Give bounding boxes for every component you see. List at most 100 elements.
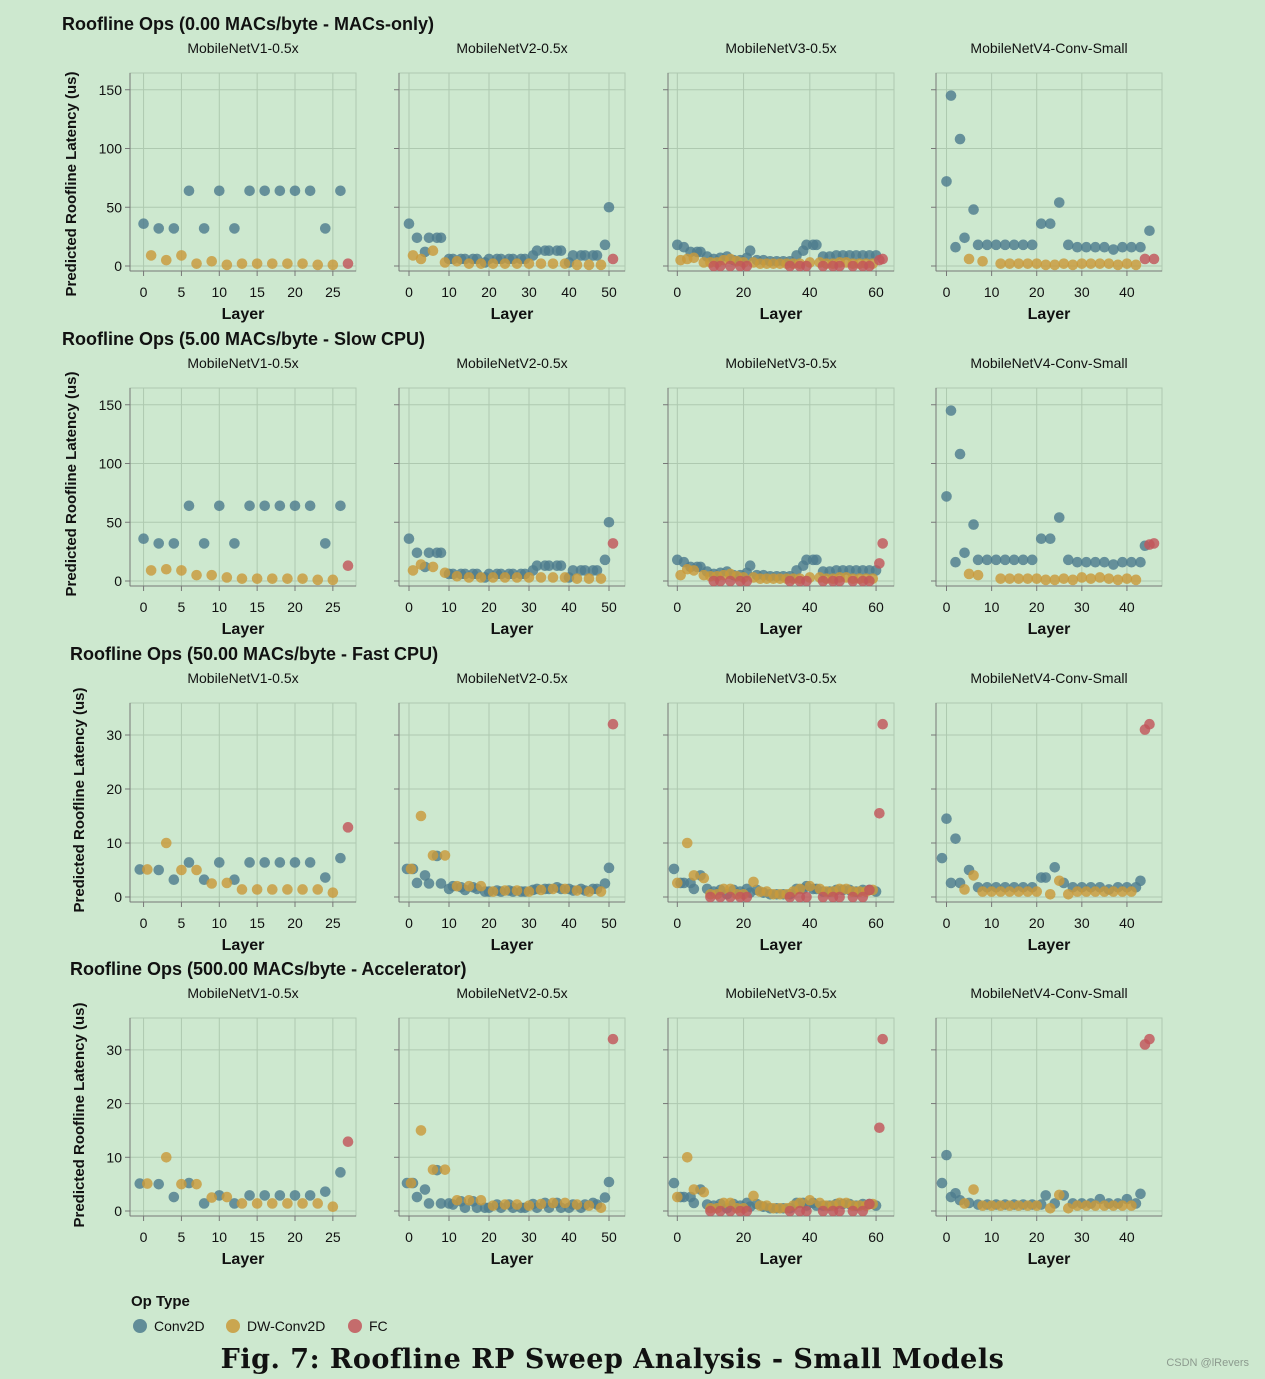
point-fc	[607, 253, 619, 265]
x-axis-label: Layer	[222, 306, 265, 323]
point-conv2d	[274, 1190, 286, 1201]
point-dw-conv2d	[312, 1198, 324, 1209]
point-conv2d	[435, 547, 447, 559]
point-dw-conv2d	[439, 850, 451, 861]
panel-title: MobileNetV2-0.5x	[456, 40, 567, 56]
legend-label: Conv2D	[154, 1318, 205, 1334]
point-dw-conv2d	[681, 1151, 693, 1163]
point-conv2d	[1126, 556, 1137, 568]
point-dw-conv2d	[236, 573, 248, 584]
point-dw-conv2d	[1040, 574, 1052, 586]
point-dw-conv2d	[1081, 886, 1092, 897]
point-dw-conv2d	[1099, 886, 1110, 897]
point-dw-conv2d	[1053, 875, 1065, 887]
point-conv2d	[945, 90, 957, 101]
legend-label: FC	[369, 1318, 388, 1334]
x-tick-label: 0	[140, 284, 148, 300]
point-dw-conv2d	[142, 1178, 153, 1189]
point-conv2d	[168, 223, 180, 234]
row-title: Roofline Ops (0.00 MACs/byte - MACs-only…	[62, 14, 434, 34]
point-conv2d	[1053, 512, 1065, 523]
x-axis-label: Layer	[222, 1251, 265, 1268]
x-tick-label: 20	[481, 915, 497, 931]
x-tick-label: 0	[673, 1229, 681, 1245]
point-dw-conv2d	[160, 837, 172, 849]
point-conv2d	[335, 1167, 346, 1178]
panel-title: MobileNetV1-0.5x	[187, 985, 298, 1001]
x-tick-label: 40	[802, 1229, 818, 1245]
point-conv2d	[1062, 554, 1074, 566]
point-dw-conv2d	[1090, 1200, 1101, 1211]
x-tick-label: 20	[287, 284, 303, 300]
legend-title: Op Type	[131, 1293, 190, 1310]
point-dw-conv2d	[595, 1202, 607, 1214]
point-conv2d	[603, 1176, 615, 1188]
point-dw-conv2d	[439, 567, 451, 579]
point-conv2d	[1072, 556, 1083, 568]
point-conv2d	[1081, 556, 1092, 568]
point-fc	[847, 1205, 859, 1217]
point-dw-conv2d	[571, 573, 583, 584]
point-dw-conv2d	[535, 1198, 547, 1210]
point-fc	[741, 1205, 753, 1217]
point-dw-conv2d	[1108, 886, 1119, 897]
x-axis-label: Layer	[1028, 1251, 1071, 1268]
point-dw-conv2d	[698, 872, 710, 884]
point-dw-conv2d	[559, 883, 571, 895]
point-dw-conv2d	[1004, 573, 1015, 584]
x-tick-label: 20	[287, 915, 303, 931]
point-dw-conv2d	[176, 1178, 187, 1190]
point-conv2d	[319, 872, 331, 883]
point-conv2d	[423, 1198, 435, 1209]
point-dw-conv2d	[439, 257, 451, 268]
point-dw-conv2d	[559, 258, 571, 269]
point-dw-conv2d	[1031, 258, 1043, 269]
point-dw-conv2d	[1117, 1200, 1128, 1211]
y-tick-label: 50	[106, 514, 122, 530]
point-dw-conv2d	[145, 250, 157, 261]
point-fc	[834, 260, 845, 272]
x-axis-label: Layer	[760, 306, 803, 323]
point-fc	[784, 1205, 796, 1217]
point-fc	[1139, 253, 1151, 265]
point-dw-conv2d	[571, 1199, 583, 1210]
point-conv2d	[1072, 241, 1083, 253]
point-conv2d	[567, 565, 579, 576]
point-fc	[607, 718, 619, 730]
point-dw-conv2d	[511, 258, 523, 269]
point-conv2d	[274, 500, 286, 512]
point-conv2d	[1017, 239, 1029, 251]
x-tick-label: 20	[1029, 599, 1045, 615]
point-dw-conv2d	[405, 863, 417, 875]
point-dw-conv2d	[327, 259, 339, 271]
point-dw-conv2d	[1058, 573, 1070, 584]
point-dw-conv2d	[206, 255, 218, 267]
point-conv2d	[591, 250, 603, 261]
point-fc	[715, 1205, 726, 1217]
point-conv2d	[1026, 554, 1038, 566]
point-dw-conv2d	[415, 1125, 427, 1136]
y-tick-label: 30	[106, 727, 122, 743]
x-tick-label: 10	[441, 915, 457, 931]
point-dw-conv2d	[427, 245, 439, 257]
point-dw-conv2d	[559, 572, 571, 583]
point-conv2d	[319, 223, 331, 234]
point-fc	[1144, 718, 1155, 730]
x-tick-label: 20	[287, 1229, 303, 1245]
point-conv2d	[999, 554, 1011, 566]
point-dw-conv2d	[1130, 259, 1142, 271]
point-conv2d	[198, 1198, 210, 1209]
point-dw-conv2d	[1022, 886, 1034, 897]
point-conv2d	[1044, 533, 1056, 544]
point-fc	[817, 891, 829, 903]
point-conv2d	[1135, 241, 1146, 253]
x-tick-label: 30	[1074, 599, 1090, 615]
panel-title: MobileNetV2-0.5x	[456, 670, 567, 686]
point-conv2d	[259, 500, 271, 512]
point-conv2d	[168, 874, 180, 886]
x-tick-label: 10	[211, 1229, 227, 1245]
point-dw-conv2d	[221, 259, 233, 271]
point-dw-conv2d	[236, 1198, 248, 1209]
point-conv2d	[1044, 218, 1056, 229]
point-conv2d	[1117, 556, 1128, 568]
